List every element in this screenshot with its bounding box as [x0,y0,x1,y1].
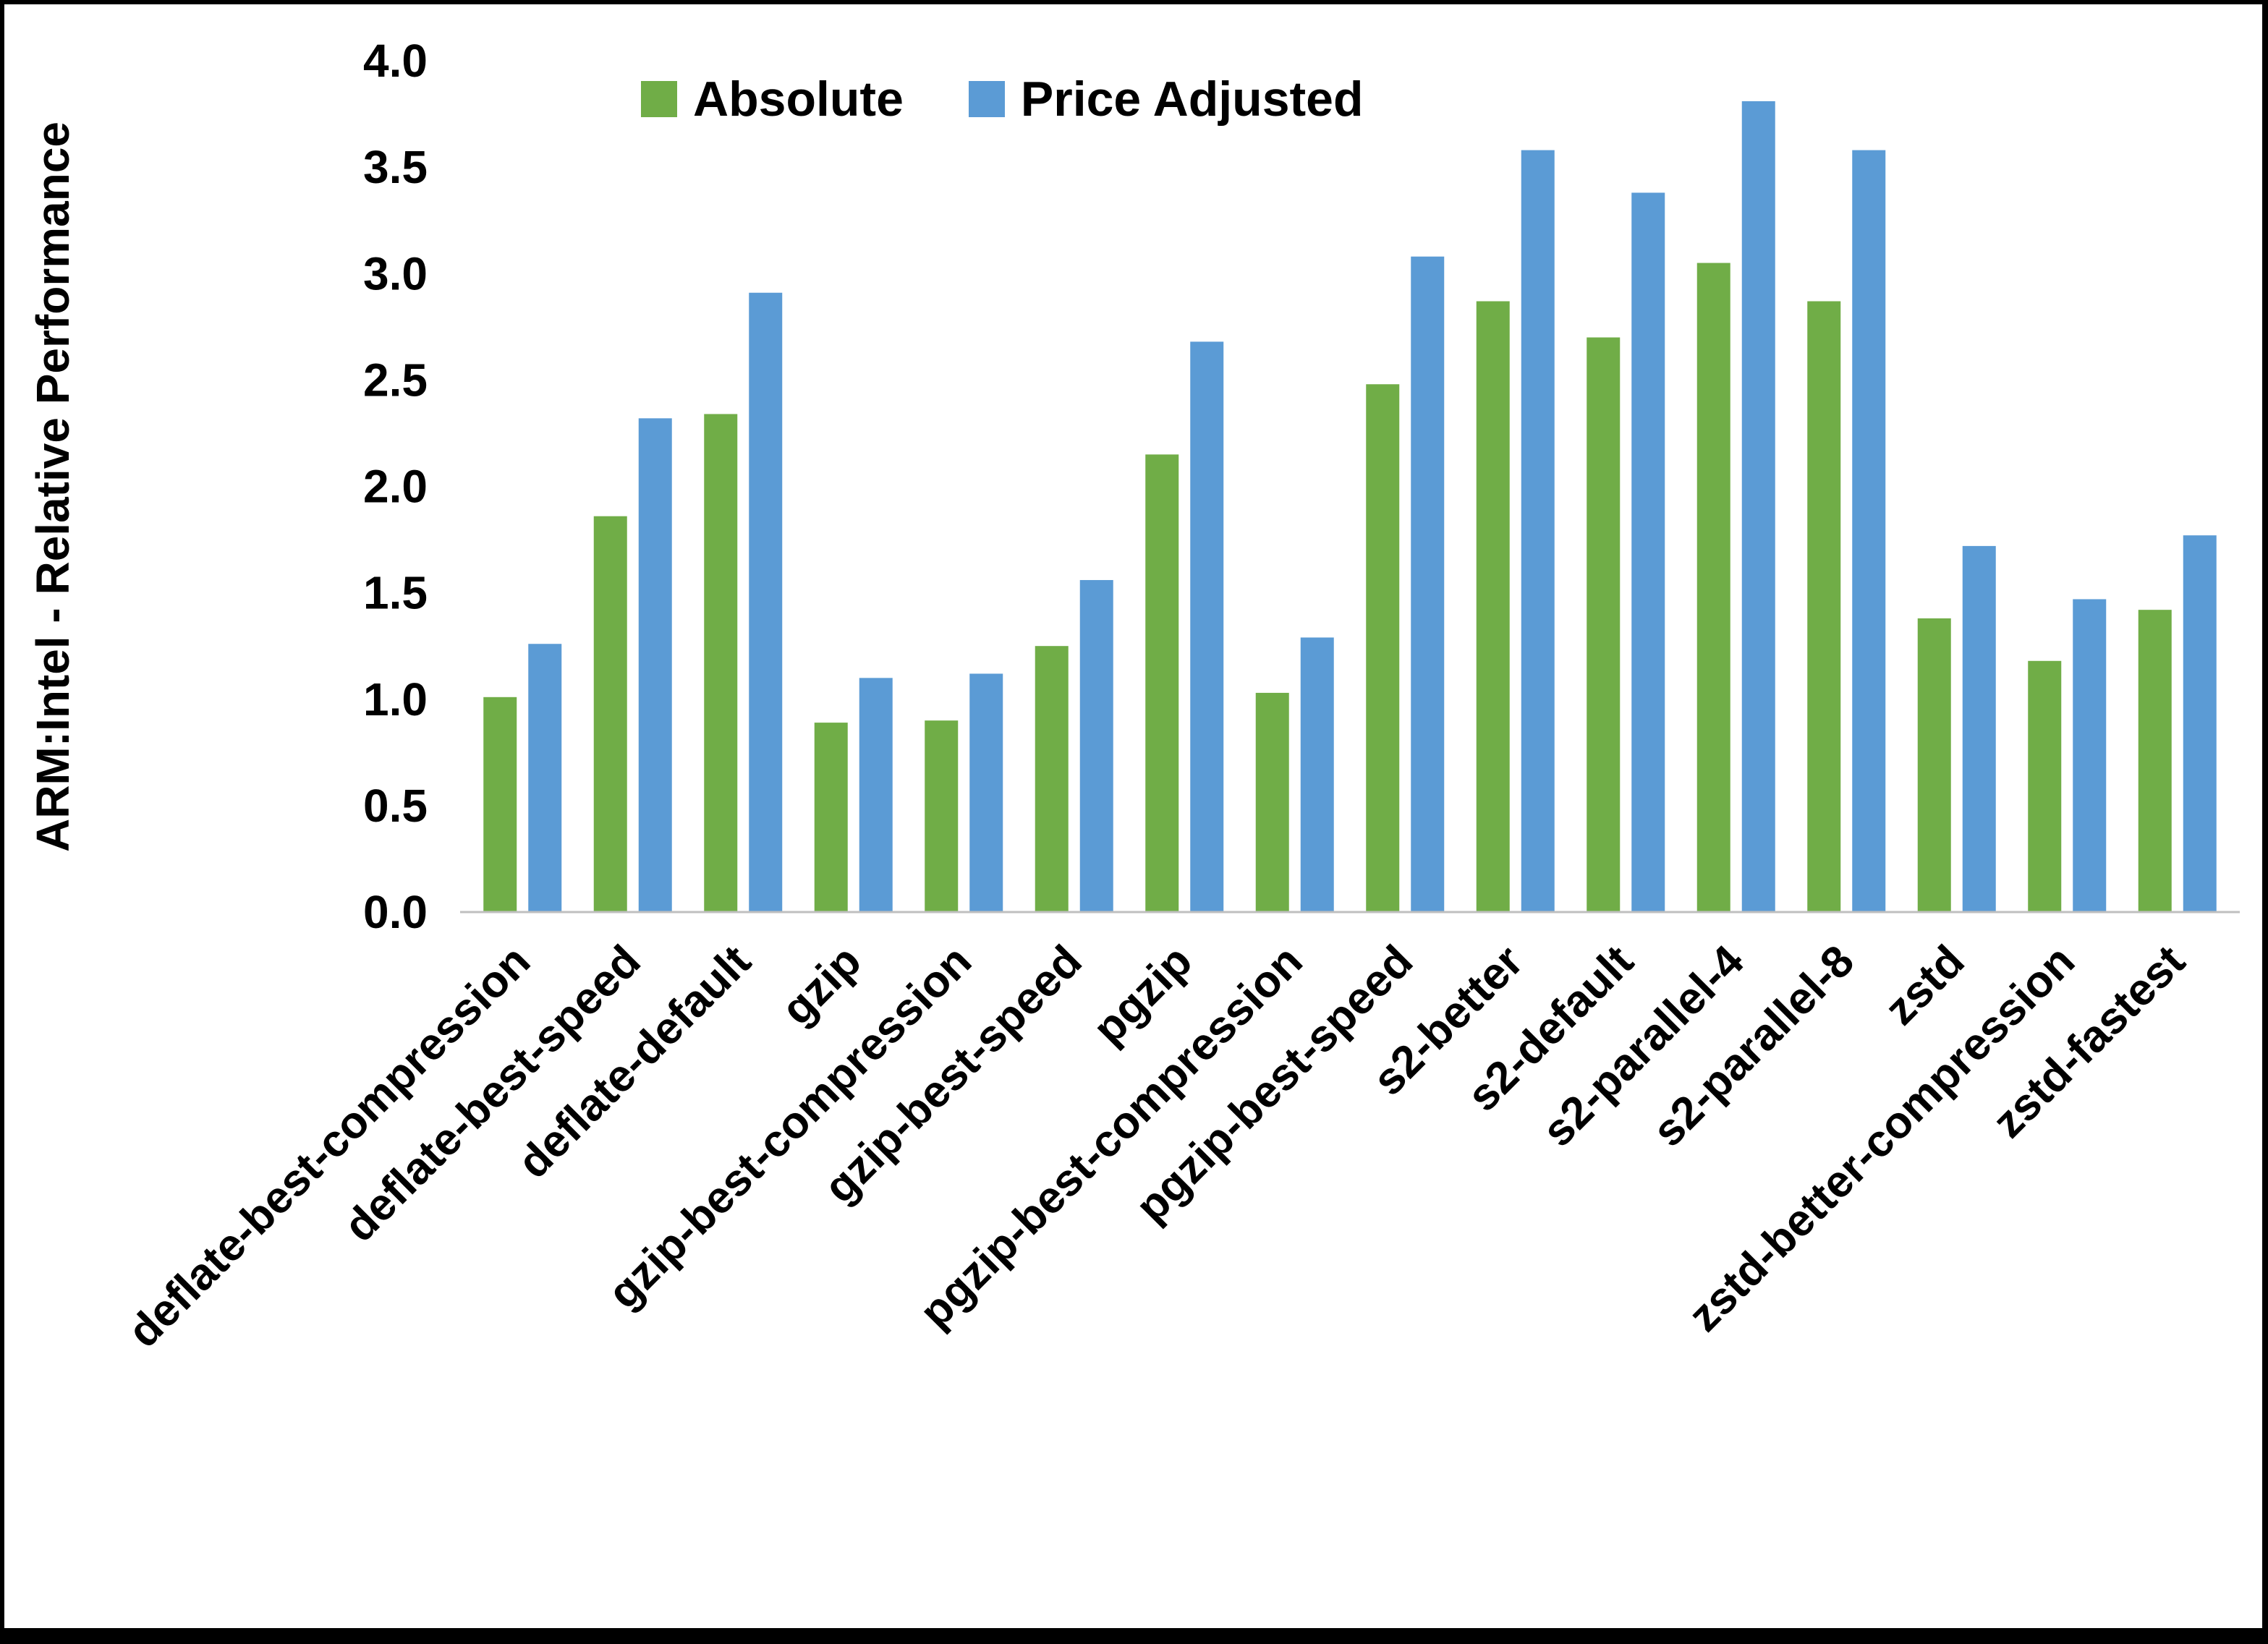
bar-price-adjusted-s2-parallel-4 [1741,101,1775,913]
bar-price-adjusted-s2-parallel-8 [1852,150,1886,913]
bar-absolute-s2-parallel-8 [1807,301,1841,912]
bar-price-adjusted-pgzip [1190,341,1224,912]
bar-price-adjusted-pgzip-best-compression [1300,637,1334,912]
bar-price-adjusted-deflate-default [749,292,783,912]
legend-swatch-price-adjusted [968,81,1005,117]
x-tick-label: zstd [1875,936,1974,1034]
bar-chart: 0.0 0.5 1.0 1.5 2.0 2.5 3.0 3.5 4.0 deflate-best-… [119,35,2240,1357]
bar-absolute-deflate-default [704,414,738,912]
bar-absolute-deflate-best-compression [483,697,517,912]
bar-absolute-pgzip [1145,454,1179,912]
y-tick-label: 2.5 [363,354,428,406]
y-tick-label: 1.0 [363,673,428,725]
y-tick-label: 0.0 [363,886,428,938]
bar-price-adjusted-zstd-fastest [2183,535,2217,912]
bar-absolute-gzip-best-speed [1035,646,1069,912]
y-tick-label: 1.5 [363,567,428,619]
bar-absolute-deflate-best-speed [593,516,627,912]
x-tick-label: deflate-best-compression [119,936,540,1357]
bar-absolute-pgzip-best-compression [1255,692,1289,912]
legend-item-absolute: Absolute [641,71,904,127]
bar-price-adjusted-gzip [859,678,893,912]
y-tick-label: 3.5 [363,141,428,193]
bar-absolute-s2-default [1587,337,1621,912]
bar-price-adjusted-s2-better [1521,150,1555,913]
y-tick-label: 0.5 [363,780,428,832]
bar-absolute-zstd-better-compression [2028,660,2062,912]
bar-absolute-zstd [1917,618,1951,912]
x-tick-label: zstd-fastest [1983,936,2194,1147]
legend-item-price-adjusted: Price Adjusted [968,71,1364,127]
legend-label-absolute: Absolute [693,72,904,127]
bar-absolute-zstd-fastest [2138,610,2172,912]
bar-absolute-gzip-best-compression [925,720,959,912]
legend-label-price-adjusted: Price Adjusted [1020,72,1364,127]
y-tick-label: 2.0 [363,461,428,513]
x-tick-label: gzip [772,936,870,1034]
bar-price-adjusted-gzip-best-compression [969,673,1003,912]
bar-absolute-s2-better [1476,301,1510,912]
legend: Absolute Price Adjusted [641,71,1364,127]
y-tick-label: 3.0 [363,247,428,299]
bar-absolute-s2-parallel-4 [1696,263,1730,913]
bar-price-adjusted-s2-default [1631,192,1665,912]
bar-price-adjusted-deflate-best-speed [638,418,672,912]
y-tick-label: 4.0 [363,35,428,87]
bar-price-adjusted-zstd [1962,545,1996,912]
bar-price-adjusted-pgzip-best-speed [1411,256,1445,913]
bar-absolute-pgzip-best-speed [1366,384,1400,912]
bar-price-adjusted-zstd-better-compression [2073,599,2107,912]
bar-absolute-gzip [814,723,848,912]
bar-price-adjusted-gzip-best-speed [1079,579,1113,912]
legend-swatch-absolute [641,81,677,117]
bar-price-adjusted-deflate-best-compression [528,644,562,912]
